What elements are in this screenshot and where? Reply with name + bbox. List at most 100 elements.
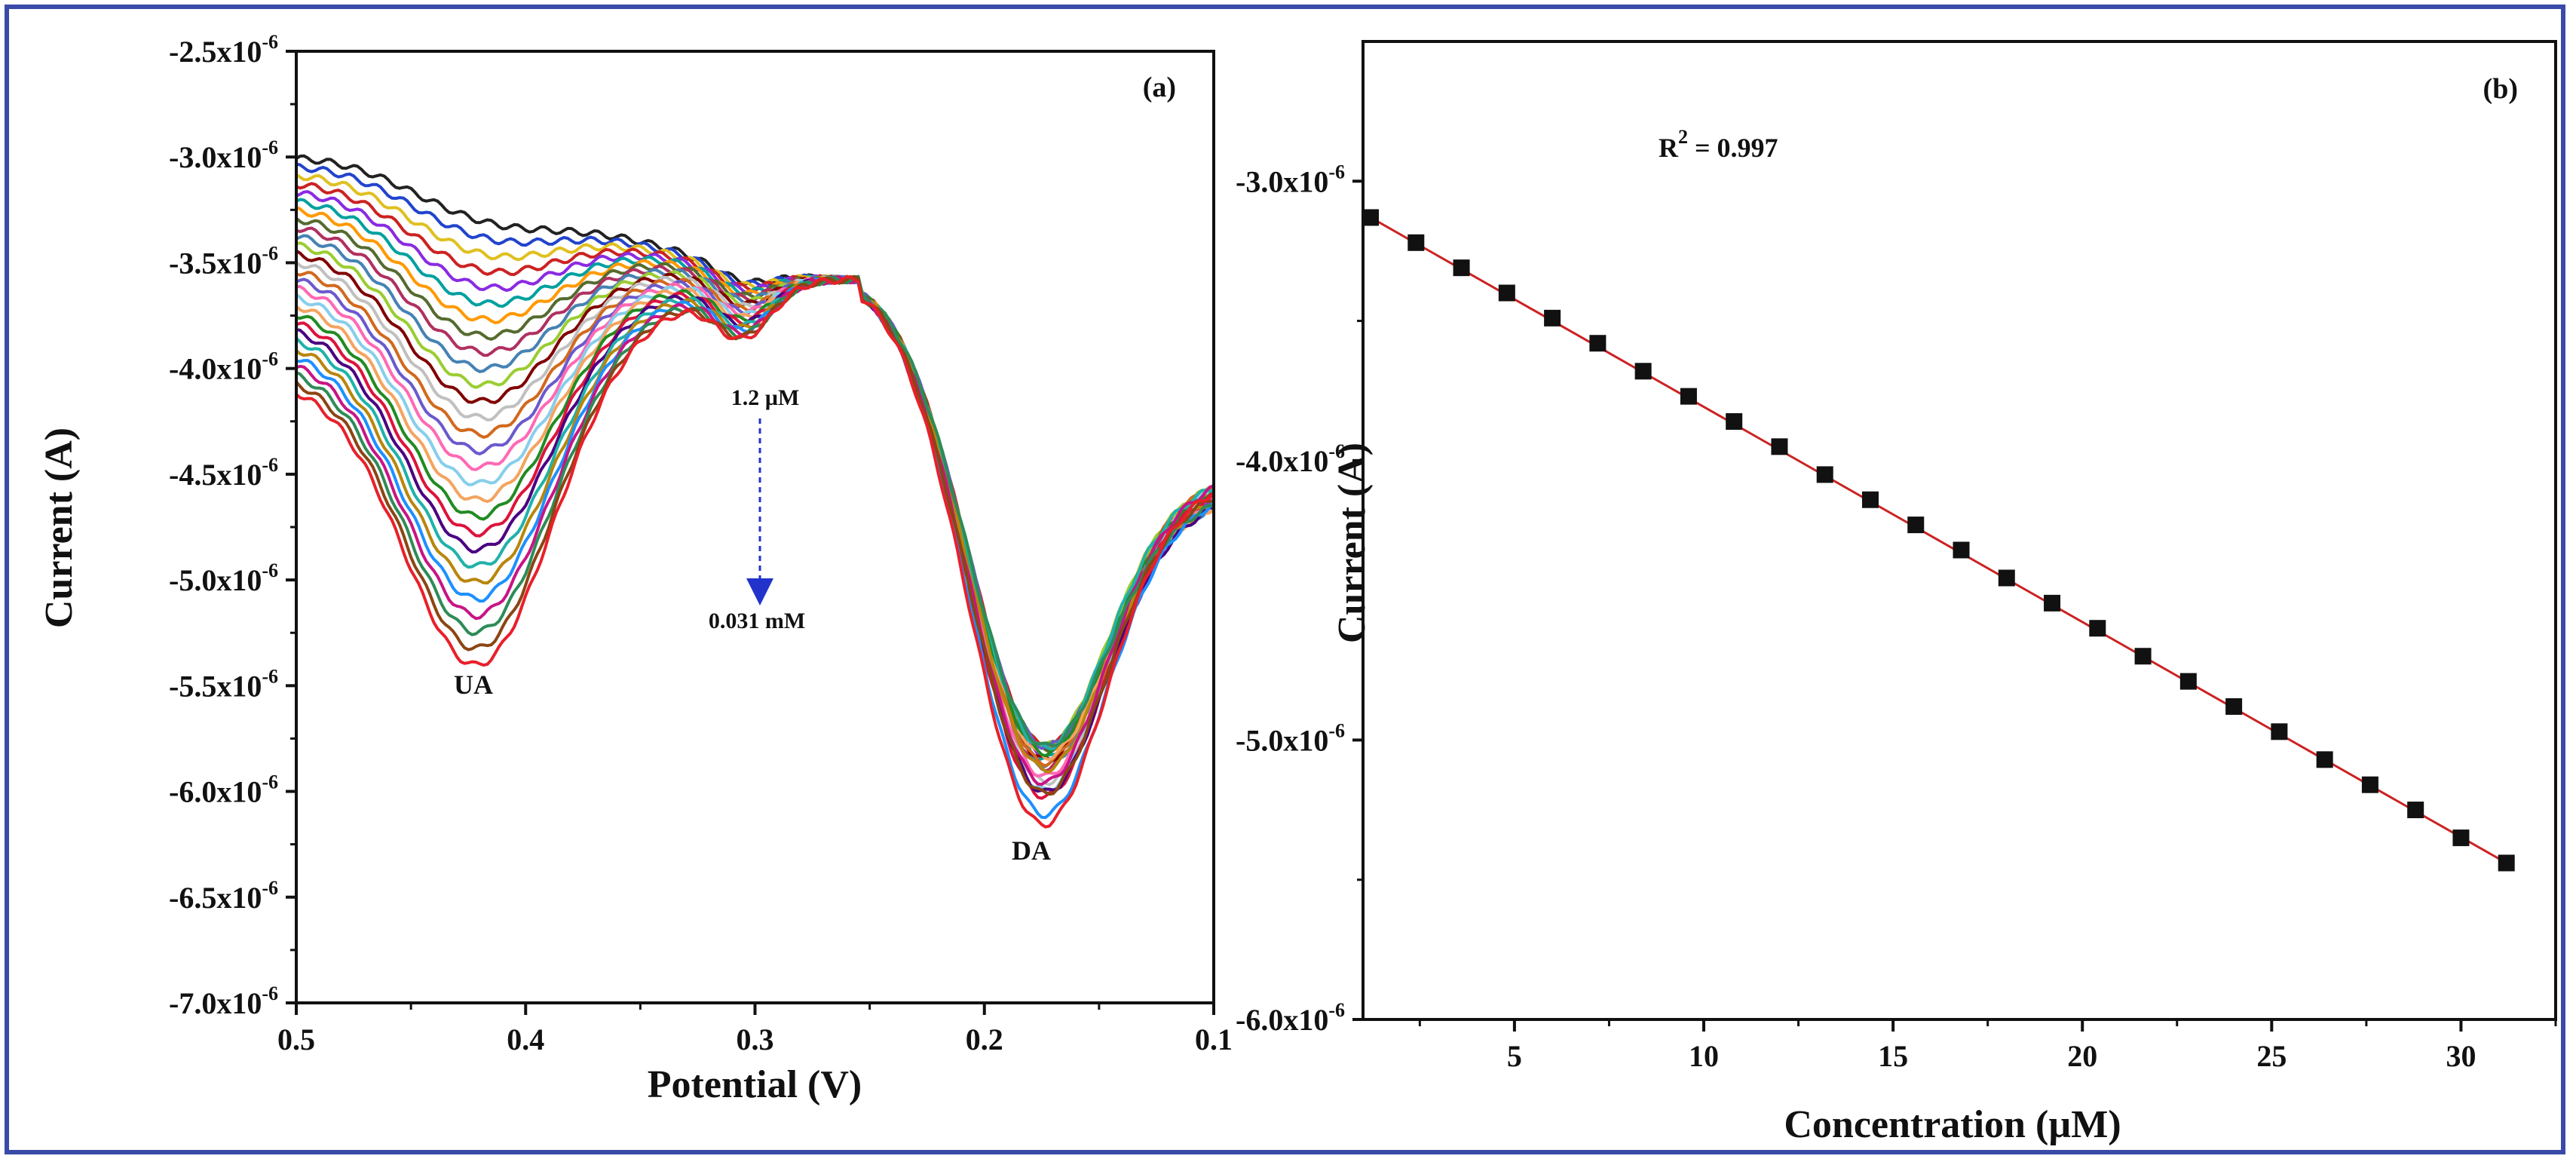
panel-b-y-tick-mantissa: -5.0x10 — [1236, 723, 1328, 757]
panel-b-y-tick-exponent: -6 — [1328, 719, 1345, 741]
data-point — [2225, 697, 2243, 715]
voltammogram-series — [296, 274, 1214, 751]
panel-a-series-group — [296, 154, 1214, 829]
data-point — [1726, 412, 1743, 430]
panel-a-y-tick-exponent: -6 — [262, 31, 278, 53]
panel-a-y-tick-label: -5.5x10-6 — [169, 665, 278, 703]
r-squared-annotation: R2 = 0.997 — [1659, 126, 1778, 163]
panel-a-x-tick-label: 0.1 — [1195, 1022, 1233, 1056]
data-point — [1362, 209, 1380, 226]
voltammogram-series — [296, 274, 1214, 762]
data-point — [1544, 309, 1561, 327]
panel-b-x-tick-label: 15 — [1878, 1039, 1908, 1073]
panel-a: -2.5x10-6-3.0x10-6-3.5x10-6-4.0x10-6-4.5… — [38, 31, 1233, 1106]
data-point — [1771, 438, 1788, 455]
panel-a-ticks: -2.5x10-6-3.0x10-6-3.5x10-6-4.0x10-6-4.5… — [169, 31, 1233, 1056]
panel-a-y-tick-label: -6.5x10-6 — [169, 877, 278, 915]
panel-b-x-tick-label: 10 — [1689, 1039, 1719, 1073]
linear-fit-line — [1370, 216, 2507, 864]
panel-a-y-tick-exponent: -6 — [262, 454, 278, 476]
data-point — [2407, 802, 2424, 819]
annotation-end-concentration: 0.031 mM — [709, 609, 805, 633]
panel-b-y-tick-mantissa: -6.0x10 — [1236, 1003, 1328, 1037]
panel-b-points-group — [1362, 209, 2515, 872]
panel-a-x-tick-label: 0.2 — [966, 1022, 1003, 1056]
panel-b-x-tick-label: 20 — [2067, 1039, 2097, 1073]
panel-b-y-tick-label: -4.0x10-6 — [1236, 440, 1345, 478]
data-point — [2271, 723, 2288, 740]
data-point — [2044, 594, 2061, 612]
data-point — [2179, 673, 2197, 690]
data-point — [2452, 829, 2470, 847]
panel-a-y-tick-mantissa: -6.0x10 — [169, 775, 262, 809]
r-squared-r: R — [1659, 133, 1679, 163]
panel-b-plot-frame — [1362, 40, 2557, 1021]
panel-a-y-tick-mantissa: -5.5x10 — [169, 669, 262, 703]
panel-a-y-tick-exponent: -6 — [262, 348, 278, 370]
panel-a-label: (a) — [1143, 72, 1176, 103]
panel-b-x-tick-label: 30 — [2446, 1039, 2476, 1073]
annotation-ua-peak: UA — [454, 670, 493, 700]
panel-a-y-tick-label: -4.0x10-6 — [169, 348, 278, 386]
panel-b-y-axis-title: Current (A) — [1331, 443, 1374, 643]
data-point — [1498, 284, 1515, 302]
panel-b-y-tick-mantissa: -4.0x10 — [1236, 444, 1328, 478]
data-point — [1816, 466, 1833, 483]
panel-b-x-tick-label: 25 — [2256, 1039, 2287, 1073]
panel-a-y-tick-exponent: -6 — [262, 560, 278, 581]
voltammogram-series — [296, 275, 1214, 758]
annotation-da-peak: DA — [1012, 835, 1051, 866]
panel-a-y-tick-mantissa: -3.5x10 — [169, 246, 262, 280]
panel-a-y-tick-label: -6.0x10-6 — [169, 771, 278, 809]
panel-b-y-tick-exponent: -6 — [1328, 999, 1345, 1021]
data-point — [1953, 541, 1970, 559]
panel-a-y-tick-exponent: -6 — [262, 665, 278, 687]
panel-b-fit-group — [1370, 216, 2507, 864]
panel-a-y-tick-label: -3.5x10-6 — [169, 242, 278, 280]
voltammogram-series — [296, 275, 1214, 829]
data-point — [2089, 620, 2106, 637]
r-squared-superscript: 2 — [1678, 126, 1688, 148]
data-point — [2498, 854, 2515, 872]
panel-a-y-tick-mantissa: -7.0x10 — [169, 986, 262, 1020]
panel-b-ticks: -3.0x10-6-4.0x10-6-5.0x10-6-6.0x10-65 10 1… — [1236, 161, 2557, 1073]
panel-a-y-tick-label: -3.0x10-6 — [169, 136, 278, 174]
data-point — [1634, 363, 1652, 380]
panel-a-y-tick-label: -5.0x10-6 — [169, 560, 278, 597]
data-point — [1589, 335, 1607, 352]
panel-b-y-tick-exponent: -6 — [1328, 161, 1345, 182]
panel-a-y-tick-exponent: -6 — [262, 771, 278, 793]
voltammogram-series — [296, 173, 1214, 751]
panel-a-y-tick-mantissa: -4.0x10 — [169, 352, 262, 386]
panel-a-y-tick-mantissa: -3.0x10 — [169, 140, 262, 174]
data-point — [1907, 517, 1925, 534]
voltammogram-series — [296, 274, 1214, 793]
panel-a-x-tick-label: 0.4 — [507, 1022, 544, 1056]
panel-a-y-tick-mantissa: -2.5x10 — [169, 35, 262, 69]
panel-a-y-tick-label: -4.5x10-6 — [169, 454, 278, 492]
voltammogram-series — [296, 275, 1214, 786]
voltammogram-series — [296, 275, 1214, 778]
data-point — [1861, 491, 1879, 508]
data-point — [2316, 751, 2333, 768]
panel-b-label: (b) — [2483, 73, 2518, 105]
panel-a-x-tick-label: 0.5 — [277, 1022, 315, 1056]
data-point — [1998, 569, 2015, 587]
voltammogram-series — [296, 274, 1214, 796]
voltammogram-series — [296, 271, 1214, 768]
panel-a-x-axis-title: Potential (V) — [648, 1063, 862, 1106]
panel-a-x-tick-label: 0.3 — [737, 1022, 774, 1056]
panel-b: -3.0x10-6-4.0x10-6-5.0x10-6-6.0x10-65 10 1… — [1236, 40, 2557, 1146]
r-squared-value: = 0.997 — [1688, 133, 1778, 163]
data-point — [1680, 388, 1697, 405]
panel-b-y-tick-label: -3.0x10-6 — [1236, 161, 1345, 198]
panel-a-y-axis-title: Current (A) — [38, 428, 81, 628]
panel-b-y-tick-label: -6.0x10-6 — [1236, 999, 1345, 1037]
panel-a-y-tick-mantissa: -6.5x10 — [169, 881, 262, 915]
panel-a-y-tick-mantissa: -4.5x10 — [169, 458, 262, 492]
panel-a-y-tick-label: -2.5x10-6 — [169, 31, 278, 69]
panel-a-y-tick-exponent: -6 — [262, 983, 278, 1004]
data-point — [2361, 776, 2378, 793]
panel-b-x-axis-title: Concentration (µM) — [1784, 1103, 2121, 1146]
voltammogram-series — [296, 249, 1214, 762]
